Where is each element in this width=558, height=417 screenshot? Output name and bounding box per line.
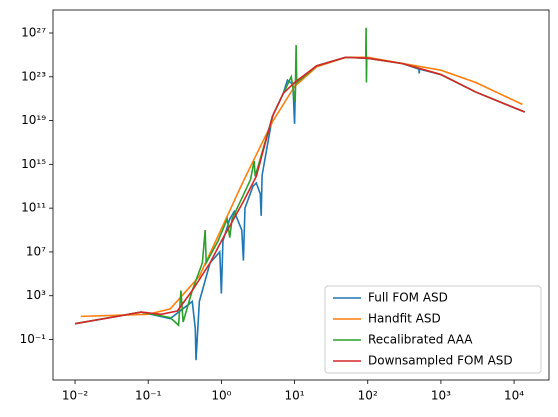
y-tick-label: 10¹¹ bbox=[21, 201, 46, 215]
x-tick-label: 10¹ bbox=[285, 389, 305, 403]
legend-label: Full FOM ASD bbox=[368, 291, 448, 305]
x-tick-label: 10⁻¹ bbox=[135, 389, 162, 403]
y-tick-label: 10²⁷ bbox=[21, 25, 46, 39]
y-tick-label: 10¹⁵ bbox=[21, 157, 46, 171]
legend-label: Recalibrated AAA bbox=[368, 333, 473, 347]
y-tick-label: 10⁻¹ bbox=[20, 332, 47, 346]
series-line bbox=[74, 56, 526, 325]
y-tick-label: 10²³ bbox=[21, 69, 46, 83]
series-line bbox=[74, 27, 526, 327]
y-tick-label: 10⁷ bbox=[26, 244, 46, 258]
legend-label: Handfit ASD bbox=[368, 312, 441, 326]
x-tick-label: 10⁻² bbox=[62, 389, 89, 403]
series-line bbox=[80, 56, 523, 318]
x-tick-label: 10² bbox=[358, 389, 378, 403]
x-tick-label: 10³ bbox=[431, 389, 451, 403]
x-tick-label: 10⁰ bbox=[211, 389, 231, 403]
legend-label: Downsampled FOM ASD bbox=[368, 354, 513, 368]
plot-frame bbox=[52, 9, 550, 381]
y-tick-label: 10³ bbox=[26, 288, 46, 302]
legend-box bbox=[324, 285, 542, 374]
x-tick-label: 10⁴ bbox=[504, 389, 524, 403]
y-tick-label: 10¹⁹ bbox=[21, 113, 46, 127]
